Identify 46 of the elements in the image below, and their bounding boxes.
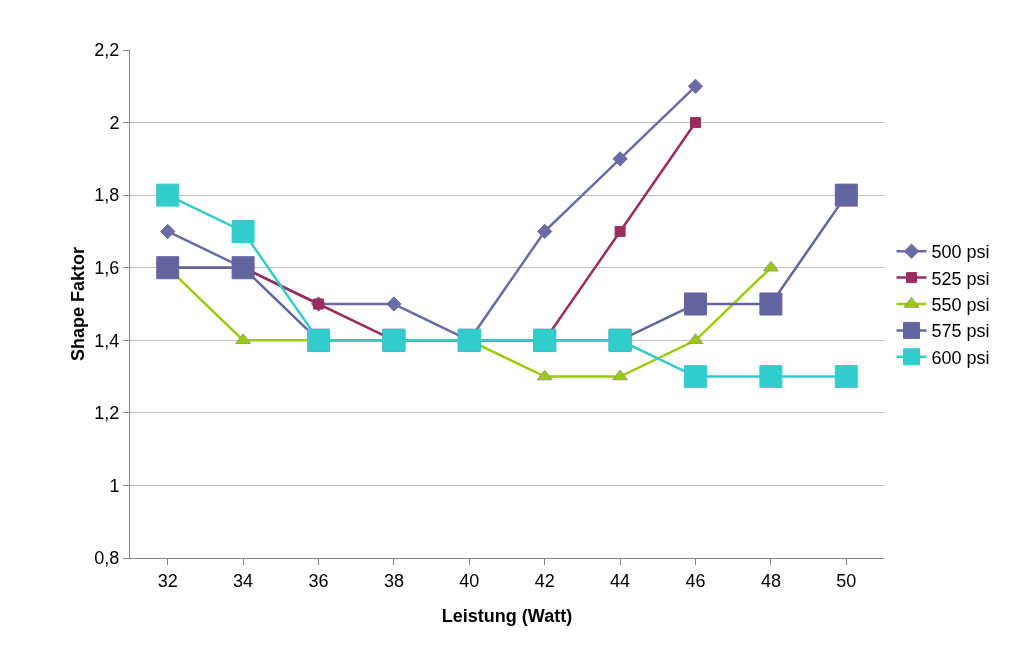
point — [687, 78, 704, 94]
point — [537, 223, 553, 240]
point — [684, 365, 707, 389]
legend-label: 575 psi — [931, 321, 990, 342]
point — [759, 365, 783, 389]
x-tick-label: 36 — [308, 570, 329, 591]
point — [687, 333, 704, 345]
point — [536, 369, 553, 381]
x-tick-label: 34 — [233, 570, 254, 591]
y-tick-label: 1,2 — [94, 403, 120, 424]
x-tick-label: 48 — [760, 570, 781, 591]
x-tick-label: 40 — [459, 570, 480, 591]
y-axis-title: Shape Faktor — [68, 246, 88, 362]
y-tick-label: 1,4 — [94, 330, 120, 351]
y-tick-label: 1,8 — [94, 185, 120, 206]
x-tick-label: 42 — [534, 570, 555, 591]
point — [762, 260, 779, 272]
point — [690, 117, 701, 129]
point — [834, 183, 858, 207]
point — [156, 183, 180, 207]
point — [231, 219, 255, 243]
point — [612, 151, 628, 167]
y-tick-label: 2,2 — [94, 40, 120, 61]
point — [759, 292, 783, 316]
x-axis-title: Leistung (Watt) — [441, 606, 573, 626]
point — [614, 225, 626, 237]
x-tick-label: 44 — [610, 570, 631, 591]
x-tick-label: 32 — [157, 570, 178, 591]
point — [684, 292, 707, 316]
legend-label: 500 psi — [931, 242, 990, 263]
y-tick-label: 0,8 — [94, 548, 120, 569]
legend-label: 525 psi — [931, 268, 990, 289]
x-tick-label: 46 — [685, 570, 706, 591]
point — [160, 223, 176, 240]
point — [235, 333, 252, 345]
y-tick-label: 1,6 — [94, 258, 120, 279]
x-tick-label: 50 — [836, 570, 857, 591]
legend-label: 600 psi — [931, 347, 990, 368]
y-tick-label: 1 — [109, 475, 120, 496]
legend-label: 550 psi — [931, 295, 990, 316]
point — [834, 365, 858, 389]
y-tick-label: 2 — [109, 112, 120, 133]
point — [612, 369, 629, 381]
x-tick-label: 38 — [383, 570, 404, 591]
point — [156, 256, 180, 280]
point — [386, 296, 402, 312]
